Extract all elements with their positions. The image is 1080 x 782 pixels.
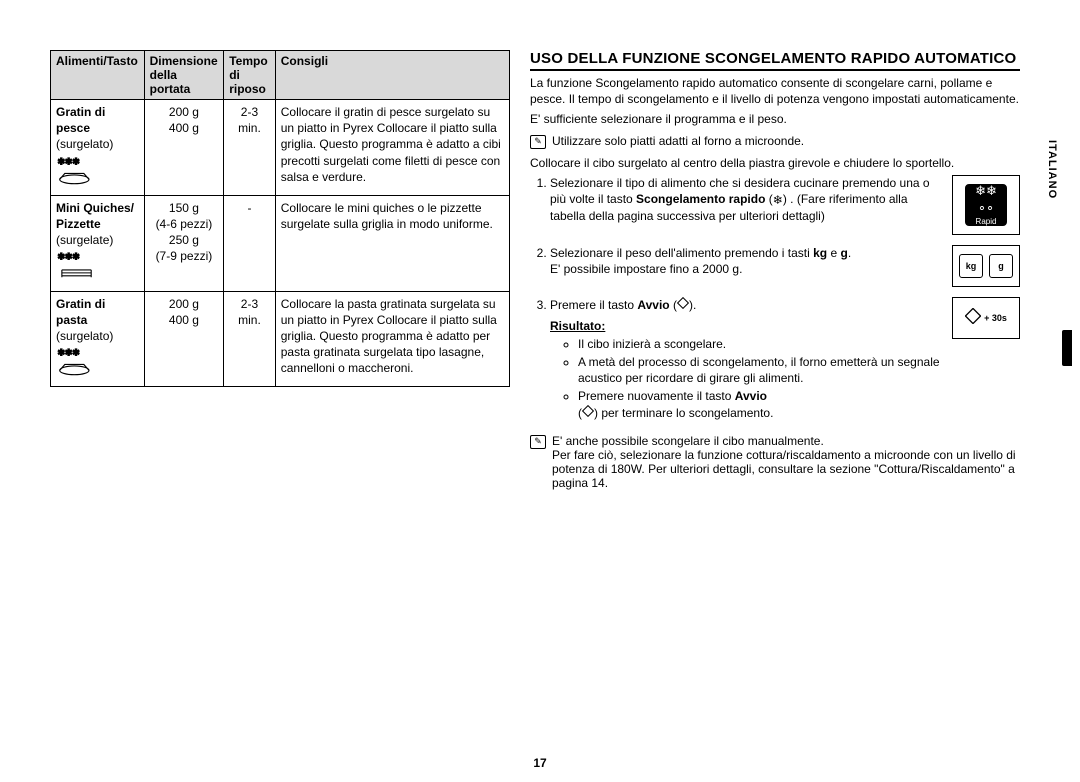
note-1: ✎ Utilizzare solo piatti adatti al forno…: [530, 134, 1020, 149]
intro-p3: Collocare il cibo surgelato al centro de…: [530, 155, 1020, 171]
kg-button[interactable]: kg: [959, 254, 983, 278]
g-button[interactable]: g: [989, 254, 1013, 278]
svg-text:✱✱✱: ✱✱✱: [57, 157, 79, 167]
table-row: Gratin di pasta (surgelato) ✱✱✱ 200 g 40…: [51, 291, 510, 387]
risultato-label: Risultato:: [550, 318, 942, 334]
step-1: Selezionare il tipo di alimento che si d…: [550, 175, 1020, 235]
start-button[interactable]: [965, 308, 981, 328]
table-row: Mini Quiches/ Pizzette (surgelate) ✱✱✱ 1…: [51, 195, 510, 291]
intro-p1: La funzione Scongelamento rapido automat…: [530, 75, 1020, 107]
table-row: Gratin di pesce (surgelato) ✱✱✱ 200 g 40…: [51, 100, 510, 196]
page-number: 17: [0, 756, 1080, 770]
plus30-label: + 30s: [984, 312, 1007, 324]
start-button-box: + 30s: [952, 297, 1020, 339]
th-dimensione: Dimensionedella portata: [144, 51, 224, 100]
svg-text:✱✱✱: ✱✱✱: [57, 348, 79, 358]
svg-text:✱✱✱: ✱✱✱: [57, 252, 79, 262]
language-tab-label: ITALIANO: [1046, 140, 1058, 199]
th-tempo: Tempodi riposo: [224, 51, 276, 100]
left-column: Alimenti/Tasto Dimensionedella portata T…: [50, 50, 510, 496]
note-icon: ✎: [530, 435, 546, 449]
right-column: USO DELLA FUNZIONE SCONGELAMENTO RAPIDO …: [530, 50, 1020, 496]
th-alimenti: Alimenti/Tasto: [51, 51, 145, 100]
intro-p2: E' sufficiente selezionare il programma …: [530, 111, 1020, 127]
section-title: USO DELLA FUNZIONE SCONGELAMENTO RAPIDO …: [530, 50, 1020, 71]
result-bullets: Il cibo inizierà a scongelare. A metà de…: [550, 336, 942, 422]
snowflake-drops-icon: ❄: [773, 192, 783, 208]
diamond-start-icon: [677, 297, 689, 313]
frozen-dish-icon: ✱✱✱: [56, 157, 139, 191]
cell-dim: 200 g 400 g: [169, 105, 199, 135]
th-consigli: Consigli: [275, 51, 509, 100]
frozen-dish-icon: ✱✱✱: [56, 348, 139, 382]
weight-buttons-box: kg g: [952, 245, 1020, 287]
note-icon: ✎: [530, 135, 546, 149]
step-3: Premere il tasto Avvio (). Risultato: Il…: [550, 297, 1020, 424]
food-table: Alimenti/Tasto Dimensionedella portata T…: [50, 50, 510, 387]
steps-list: Selezionare il tipo di alimento che si d…: [530, 175, 1020, 424]
rapid-button-box: ❄❄ ∘∘ Rapid: [952, 175, 1020, 235]
frozen-grill-icon: ✱✱✱: [56, 252, 139, 286]
side-tab: [1062, 330, 1072, 366]
note-2: ✎ E' anche possibile scongelare il cibo …: [530, 434, 1020, 490]
rapid-button[interactable]: ❄❄ ∘∘ Rapid: [965, 184, 1007, 226]
step-2: Selezionare il peso dell'alimento premen…: [550, 245, 1020, 287]
